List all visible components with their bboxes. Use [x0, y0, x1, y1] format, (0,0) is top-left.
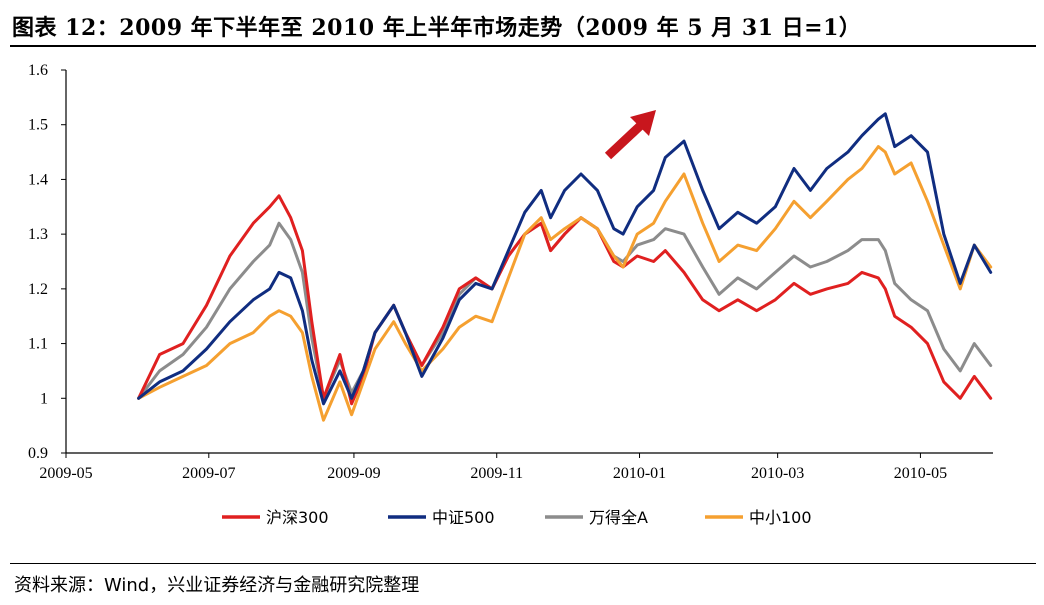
chart-legend: 沪深300 中证500 万得全A 中小100 [222, 508, 812, 527]
x-tick-label: 2010-01 [613, 465, 666, 482]
legend-label-3: 中小100 [749, 508, 812, 527]
title-underline [10, 45, 1036, 47]
x-tick-label: 2010-03 [751, 465, 804, 482]
y-axis-ticks: 0.9 1 1.1 1.2 1.3 1.4 1.5 1.6 [28, 62, 66, 462]
y-tick-label: 1.6 [28, 62, 48, 79]
y-tick-label: 1.2 [28, 281, 48, 298]
x-tick-label: 2009-05 [39, 465, 92, 482]
y-tick-label: 1.1 [28, 336, 48, 353]
series-line-2 [137, 216, 993, 400]
chart-title: 图表 12：2009 年下半年至 2010 年上半年市场走势（2009 年 5 … [12, 15, 862, 41]
arrow-shaft [604, 122, 644, 160]
x-tick-label: 2009-09 [327, 465, 380, 482]
x-tick-label: 2009-11 [470, 465, 523, 482]
legend-label-1: 中证500 [432, 508, 495, 527]
x-axis-ticks: 2009-05 2009-07 2009-09 2009-11 2010-01 2010-… [39, 453, 947, 482]
series-line-0 [137, 194, 993, 406]
series-line-1 [137, 112, 993, 406]
legend-label-0: 沪深300 [266, 508, 329, 527]
y-tick-label: 1 [40, 390, 48, 407]
chart-axes [65, 70, 993, 454]
y-tick-label: 0.9 [28, 445, 48, 462]
arrow-head [630, 110, 656, 136]
footer-rule [10, 563, 1036, 564]
source-note: 资料来源：Wind，兴业证券经济与金融研究院整理 [14, 575, 420, 596]
legend-label-2: 万得全A [589, 508, 648, 527]
line-chart: 0.911.11.21.31.41.51.6 2009-05 2009-07 200… [28, 62, 993, 527]
y-tick-label: 1.4 [28, 171, 48, 188]
trend-arrow-annotation [604, 110, 656, 160]
x-tick-label: 2009-07 [182, 465, 235, 482]
series-line-3 [137, 145, 993, 422]
series-lines [137, 112, 993, 422]
y-tick-label: 1.3 [28, 226, 48, 243]
y-tick-label: 1.5 [28, 117, 48, 134]
x-tick-label: 2010-05 [894, 465, 947, 482]
